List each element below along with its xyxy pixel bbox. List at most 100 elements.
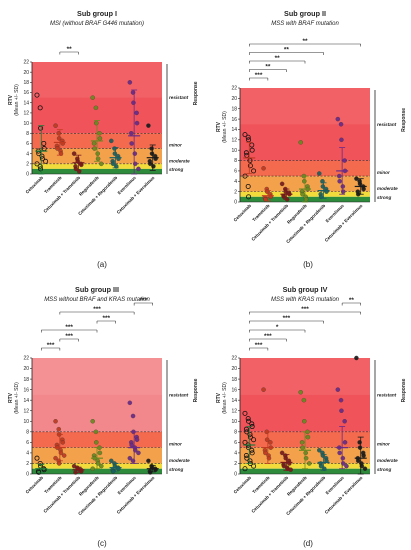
data-point [37,460,43,466]
y-axis-sublabel: (Mean +/- SD) [14,84,20,116]
significance-label: ** [284,47,290,54]
data-point [249,147,255,153]
data-point [299,440,305,445]
data-point [279,181,285,187]
data-point [131,100,136,105]
y-tick-label: 4 [26,451,29,457]
chart-title: Sub group II [284,9,326,18]
data-point [61,453,67,458]
x-category-label: Cetuximab + Everolimus [324,203,364,243]
data-point [41,140,47,146]
data-point [249,450,255,456]
x-category-label: Trametinib [251,475,270,494]
y-tick-label: 14 [231,127,237,133]
y-tick-label: 16 [231,387,237,393]
y-tick-label: 2 [26,461,29,467]
panel-caption: (d) [303,539,313,548]
significance-label: ** [275,55,281,62]
data-point [76,169,82,174]
y-tick-label: 6 [234,440,237,446]
x-category-label: Cetuximab [25,475,45,495]
chart-panel-1: Sub group I MSI (without BRAF G446 mutati… [8,9,199,269]
data-point [93,105,99,111]
x-category-label: Cetuximab + Regorafenib [285,203,326,244]
data-point [127,400,133,406]
band-strong [32,168,162,174]
y-tick-label: 12 [231,138,237,144]
band-strong [240,468,370,474]
chart-subtitle: MSS without BRAF and KRAS mutation [44,297,150,303]
data-point [151,164,156,169]
data-point [361,186,366,192]
x-category-label: Cetuximab [233,475,253,495]
data-point [37,105,43,111]
data-point [245,183,251,189]
data-point [317,171,322,176]
data-point [90,419,95,424]
y-tick-label: 10 [23,419,29,425]
chart-panel-2: Sub group II MSS with BRAF mutation 0 2 4 6 8 1… [216,9,407,269]
significance-label: *** [264,333,272,340]
significance-label: ** [67,46,73,53]
y-tick-label: 12 [231,408,237,414]
x-category-label: Trametinib [251,203,270,222]
data-point [251,437,257,443]
data-point [146,458,151,464]
data-point [307,461,312,466]
band-strong [32,468,162,474]
data-point [38,166,44,172]
data-point [242,132,248,138]
data-point [39,156,45,162]
y-tick-label: 10 [23,121,29,127]
data-point [245,134,251,140]
data-point [43,158,49,164]
y-tick-label: 6 [234,169,237,175]
data-point [130,413,136,419]
data-point [92,146,97,151]
x-category-label: Trametinib [43,175,62,194]
significance-label: *** [65,333,73,340]
data-point [246,194,252,200]
data-point [246,418,252,424]
data-point [94,120,99,126]
data-point [247,431,253,437]
data-point [357,445,363,450]
band-moderate [32,163,162,169]
data-point [337,179,342,184]
data-point [134,437,140,442]
data-point [97,136,103,141]
data-point [60,440,66,445]
chart-subtitle: MSS with KRAS mutation [271,297,340,303]
data-point [243,426,249,432]
data-point [109,458,114,464]
data-point [99,161,104,167]
y-tick-label: 12 [23,408,29,414]
y-tick-label: 22 [23,356,29,362]
data-point [335,116,341,122]
data-point [71,151,77,156]
data-point [301,397,307,403]
y-tick-label: 4 [234,179,237,185]
data-point [302,419,307,424]
data-point [97,131,102,136]
x-category-label: Cetuximab + Trametinib [42,175,81,214]
data-point [56,461,62,466]
data-point [132,151,138,156]
data-point [251,463,257,469]
band-resistant-highlight [240,358,370,395]
y-tick-label: 6 [26,440,29,446]
response-axis-label: Response [193,81,199,105]
data-point [245,416,251,422]
band-resistant-highlight [32,358,162,395]
data-point [338,397,344,403]
data-point [53,455,58,461]
data-point [136,450,141,456]
y-axis-sublabel: (Mean +/- SD) [222,382,228,414]
band-label-strong: strong [377,467,391,472]
significance-label: ** [349,297,355,304]
data-point [95,151,100,156]
band-label-resistant: resistant [169,392,189,397]
y-tick-label: 2 [234,461,237,467]
data-point [110,469,116,474]
